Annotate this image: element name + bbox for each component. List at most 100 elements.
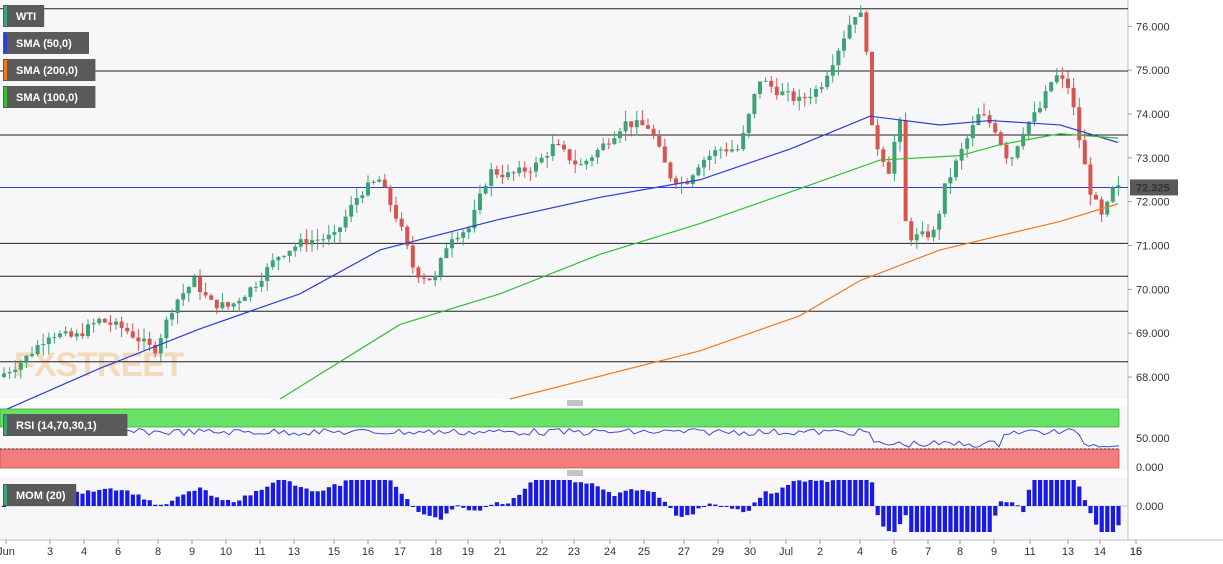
momentum-bar (534, 480, 539, 506)
candle-body (674, 178, 678, 184)
momentum-bar (858, 480, 863, 506)
momentum-bar (416, 506, 421, 512)
momentum-bar (948, 506, 953, 532)
time-tick-label: 4 (857, 546, 863, 558)
candle-body (791, 91, 796, 101)
momentum-bar (517, 494, 522, 506)
time-tick-label: Jun (0, 546, 15, 558)
candle-body (506, 172, 510, 178)
momentum-bar (970, 506, 975, 532)
candle-body (371, 181, 376, 183)
momentum-bar (842, 480, 847, 506)
momentum-bar (237, 500, 242, 506)
candle-body (427, 278, 432, 281)
momentum-bar (97, 489, 102, 506)
candle-body (248, 287, 253, 297)
candle-body (242, 296, 247, 301)
candle-body (618, 131, 622, 139)
momentum-bar (931, 506, 936, 532)
candle-body (349, 204, 354, 217)
momentum-bar (86, 490, 91, 506)
momentum-bar (265, 486, 270, 506)
momentum-bar (797, 480, 802, 506)
sma50-label-box (3, 32, 89, 54)
candle-body (254, 286, 258, 288)
candle-body (410, 245, 415, 268)
candle-body (472, 210, 477, 229)
time-tick-label: 9 (991, 546, 997, 558)
time-tick-label: 27 (678, 546, 690, 558)
candle-body (735, 149, 740, 151)
candle-body (416, 267, 421, 278)
candle-body (287, 250, 292, 256)
candle-body (119, 321, 124, 328)
time-tick-label: 25 (638, 546, 650, 558)
momentum-bar (399, 493, 404, 506)
candle-body (646, 125, 650, 129)
momentum-bar (987, 506, 992, 532)
candle-body (422, 277, 426, 279)
momentum-bar (937, 506, 942, 532)
candle-body (606, 143, 611, 145)
rsi-label: RSI (14,70,30,1) (16, 420, 97, 432)
candle-body (763, 80, 768, 82)
momentum-bar (898, 506, 903, 525)
momentum-bar (976, 506, 981, 532)
candle-body (825, 75, 830, 88)
candle-body (522, 167, 527, 172)
last-price-label: 72.325 (1136, 182, 1170, 194)
candle-body (668, 162, 673, 179)
candle-body (377, 179, 382, 182)
momentum-bar (483, 506, 488, 507)
time-tick-label: 11 (254, 546, 265, 558)
momentum-bar (1043, 480, 1048, 506)
momentum-bar (1004, 502, 1009, 506)
candle-body (578, 164, 583, 166)
candle-body (567, 149, 572, 161)
candle-body (634, 120, 639, 128)
candle-body (18, 362, 23, 370)
candle-body (550, 143, 555, 157)
candle-body (175, 299, 180, 314)
candle-body (713, 150, 718, 156)
momentum-bar (382, 480, 387, 506)
momentum-bar (528, 482, 533, 506)
time-tick-label: 29 (712, 546, 724, 558)
momentum-bar (2, 506, 7, 507)
candle-body (808, 96, 813, 99)
momentum-bar (903, 506, 908, 516)
time-tick-label: 13 (288, 546, 300, 558)
momentum-bar (427, 506, 432, 516)
candle-body (802, 96, 807, 99)
momentum-bar (998, 501, 1003, 506)
candle-body (237, 300, 242, 304)
price-tick-label: 76.000 (1136, 21, 1170, 33)
momentum-bar (405, 499, 410, 506)
candle-body (942, 183, 947, 214)
price-tick-label: 70.000 (1136, 284, 1170, 296)
candle-body (836, 50, 841, 66)
candle-body (388, 187, 393, 205)
candle-body (1116, 185, 1121, 188)
candle-body (1043, 91, 1048, 109)
candle-body (685, 182, 690, 185)
momentum-bar (1094, 506, 1099, 525)
time-tick-label: Jul (779, 546, 793, 558)
time-tick-label: 21 (494, 546, 506, 558)
candle-body (786, 91, 790, 93)
momentum-bar (1082, 500, 1087, 506)
candle-body (556, 143, 561, 145)
candle-body (2, 373, 6, 378)
candle-body (164, 319, 169, 339)
momentum-bar (1088, 506, 1093, 514)
candle-body (315, 239, 320, 241)
momentum-bar (601, 489, 606, 506)
candle-body (864, 12, 869, 52)
momentum-bar (321, 490, 326, 506)
price-tick-label: 71.000 (1136, 241, 1170, 253)
momentum-bar (1010, 502, 1015, 506)
candle-body (870, 51, 874, 126)
candle-body (52, 337, 57, 339)
candle-body (220, 302, 225, 309)
